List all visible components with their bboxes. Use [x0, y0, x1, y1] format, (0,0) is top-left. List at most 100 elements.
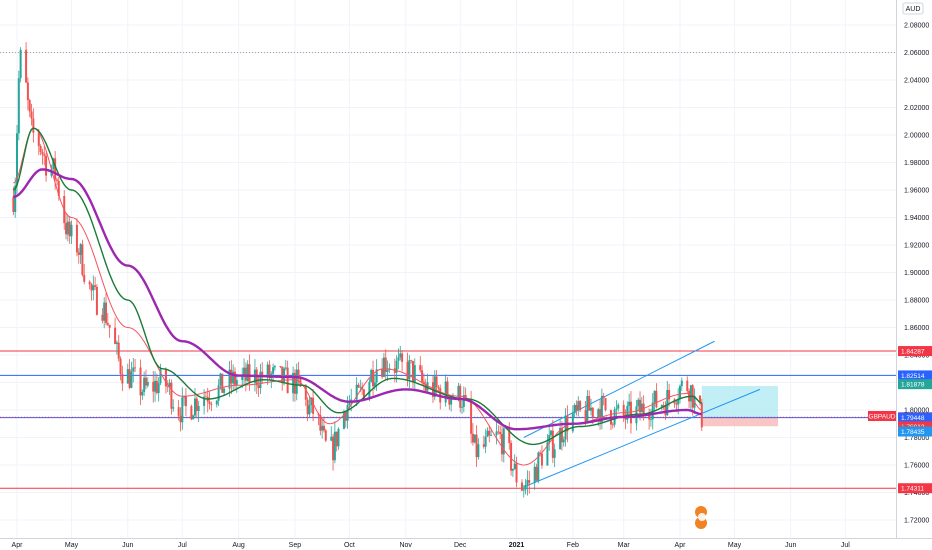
- candle-body: [401, 353, 404, 362]
- grid-lines: [0, 0, 896, 538]
- candle-body: [615, 408, 618, 410]
- time-tick-label: Apr: [12, 542, 24, 549]
- candle-body: [344, 412, 347, 421]
- candle-body: [686, 380, 689, 392]
- candle-body: [437, 386, 440, 389]
- time-tick-label: Sep: [289, 542, 302, 549]
- candle-body: [461, 406, 464, 408]
- candle-body: [266, 364, 269, 378]
- candle-body: [219, 373, 222, 386]
- candle-body: [588, 395, 591, 411]
- candle-body: [77, 252, 80, 255]
- candle-body: [550, 430, 553, 435]
- candle-body: [520, 482, 523, 491]
- candle-body: [477, 444, 480, 458]
- price-tags: 1.842871.825141.818781.794701.794481.788…: [898, 346, 932, 494]
- candle-body: [381, 369, 384, 377]
- candle-body: [660, 405, 663, 408]
- candle-body: [155, 380, 158, 394]
- candle-body: [88, 281, 91, 285]
- price-tag-box: [898, 412, 932, 423]
- candle-body: [159, 369, 162, 384]
- candle-body: [184, 395, 187, 407]
- candle-body: [482, 444, 485, 447]
- candle-body: [134, 367, 137, 369]
- price-tick-label: 1.94000: [904, 215, 929, 222]
- time-tick-label: May: [65, 542, 79, 549]
- price-tag-box: [898, 421, 932, 432]
- candle-body: [446, 381, 449, 399]
- candle-body: [94, 285, 97, 287]
- candle-body: [528, 480, 531, 483]
- candle-body: [57, 180, 60, 197]
- time-tick-label: Dec: [454, 542, 467, 549]
- candle-body: [295, 369, 298, 394]
- price-tag-label: 1.81878: [901, 382, 925, 389]
- candle-body: [52, 158, 55, 170]
- candle-body: [28, 100, 31, 112]
- price-tick-label: 1.78000: [904, 435, 929, 442]
- price-tick-label: 2.04000: [904, 78, 929, 85]
- candle-body: [335, 431, 338, 447]
- candle-body: [310, 397, 313, 406]
- candle-body: [373, 382, 376, 387]
- candle-body: [553, 449, 556, 458]
- channel-line: [523, 340, 715, 438]
- candle-body: [668, 390, 671, 400]
- candle-body: [146, 381, 149, 386]
- candle-body: [421, 370, 424, 382]
- event-flag-icon[interactable]: [698, 513, 706, 521]
- price-tick-label: 2.08000: [904, 23, 929, 30]
- candle-body: [500, 434, 503, 455]
- price-tag-label: 1.74311: [901, 486, 924, 493]
- candle-body: [375, 369, 378, 383]
- candle-body: [515, 463, 518, 483]
- candle-body: [12, 196, 15, 212]
- candle-body: [589, 407, 592, 411]
- candle-body: [241, 374, 244, 381]
- candle-body: [204, 396, 207, 398]
- time-tick-label: Mar: [618, 542, 631, 549]
- candle-body: [464, 395, 467, 399]
- candle-body: [81, 244, 84, 275]
- candle-body: [562, 439, 565, 443]
- candle-body: [513, 463, 516, 469]
- candle-body: [235, 380, 238, 385]
- candle-body: [248, 364, 251, 383]
- candle-body: [115, 342, 118, 345]
- economic-events[interactable]: [695, 506, 707, 529]
- target-zone: [701, 385, 779, 418]
- candle-body: [132, 367, 135, 372]
- candle-body: [119, 358, 122, 375]
- candle-body: [679, 386, 681, 399]
- candle-body: [357, 384, 360, 388]
- candle-body: [346, 405, 349, 421]
- candle-body: [223, 388, 226, 393]
- candle-body: [462, 395, 465, 407]
- candle-body: [639, 399, 642, 413]
- position-zones: [701, 385, 779, 427]
- candle-body: [559, 427, 562, 450]
- candle-body: [284, 367, 287, 369]
- currency-badge-box[interactable]: [902, 2, 924, 15]
- candle-body: [233, 371, 236, 385]
- candle-body: [470, 398, 473, 434]
- candle-body: [551, 430, 554, 458]
- candle-body: [179, 415, 182, 423]
- candle-body: [308, 405, 311, 415]
- candle-body: [19, 49, 22, 79]
- candle-body: [244, 367, 247, 381]
- candle-body: [524, 485, 527, 490]
- candle-body: [332, 436, 335, 461]
- candle-body: [243, 367, 246, 375]
- moving-averages: [12, 127, 703, 466]
- candle-body: [304, 386, 307, 400]
- candle-body: [128, 369, 131, 388]
- candle-body: [397, 357, 400, 361]
- candle-body: [197, 405, 200, 411]
- candle-body: [68, 221, 71, 237]
- candle-body: [143, 377, 146, 393]
- time-tick-label: Jun: [122, 542, 133, 549]
- candle-body: [579, 401, 582, 411]
